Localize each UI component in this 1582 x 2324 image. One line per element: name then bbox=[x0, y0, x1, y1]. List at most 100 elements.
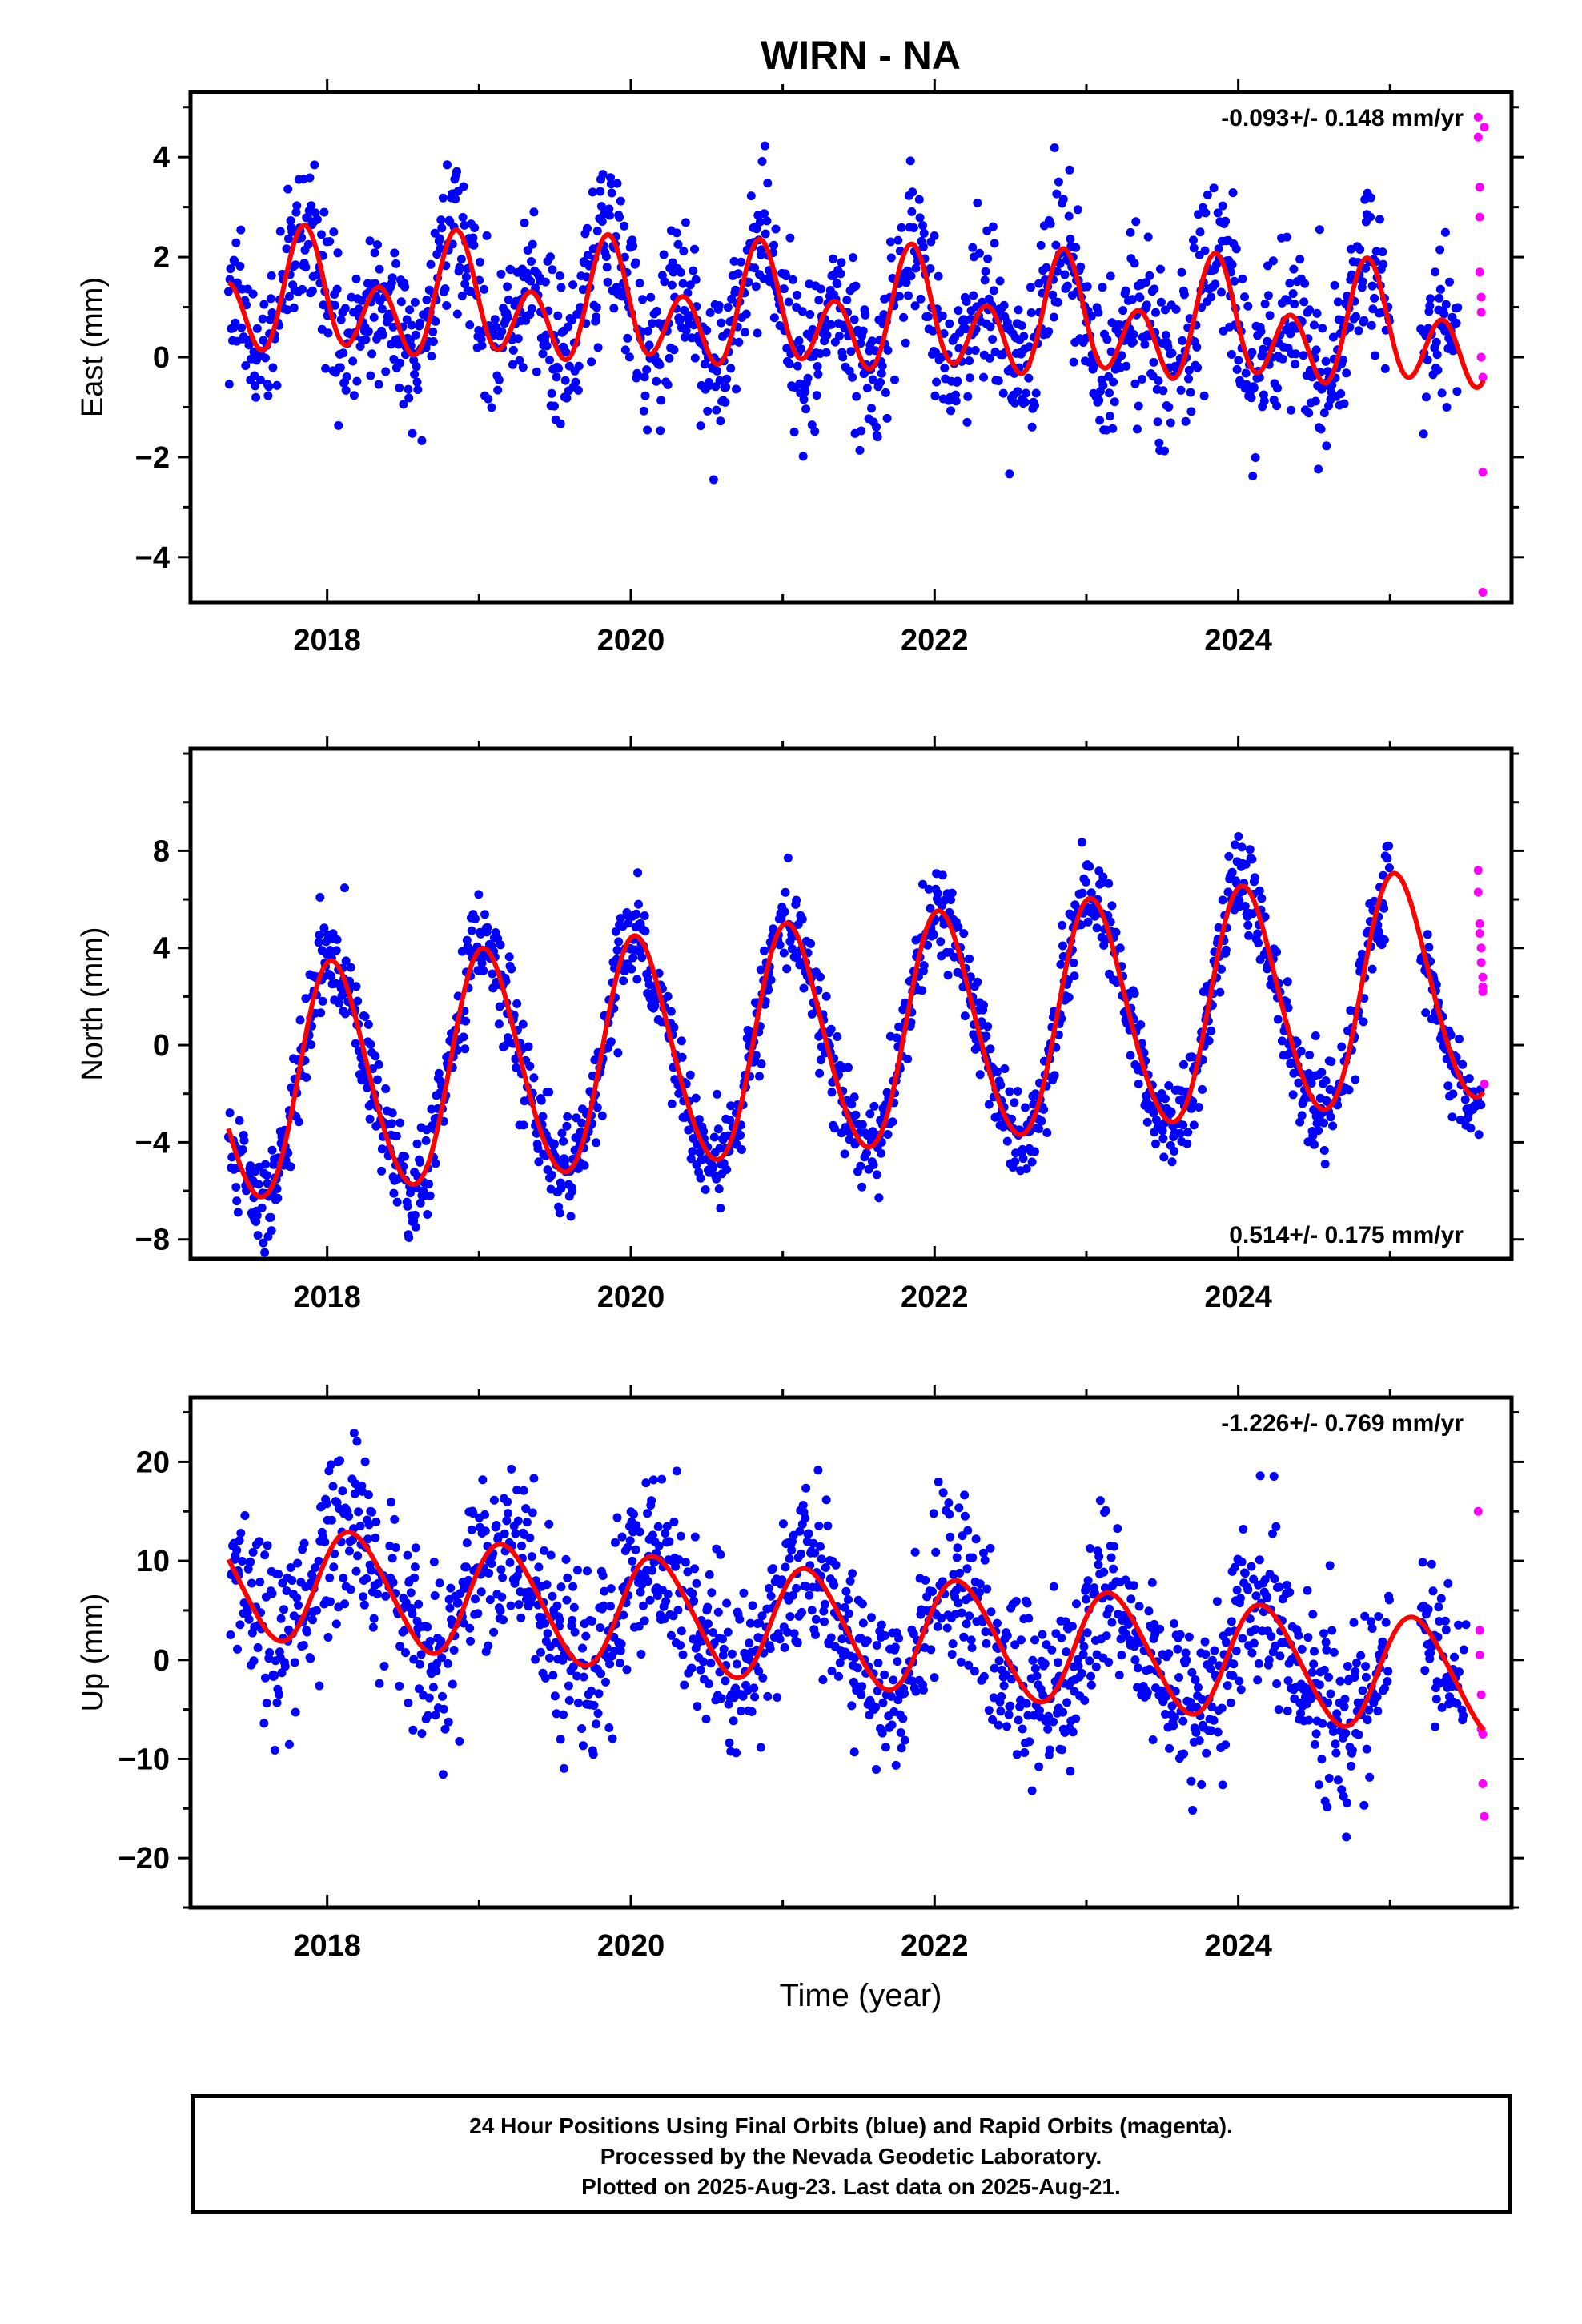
east-final-point bbox=[990, 239, 999, 248]
up-final-point bbox=[625, 1536, 635, 1546]
up-final-point bbox=[1001, 1670, 1010, 1679]
east-final-point bbox=[1154, 376, 1163, 385]
up-y-tick-label: 10 bbox=[136, 1545, 170, 1578]
east-final-point bbox=[451, 195, 460, 204]
up-final-point bbox=[359, 1592, 367, 1602]
up-final-point bbox=[778, 1519, 788, 1529]
east-final-point bbox=[1218, 201, 1227, 211]
east-final-point bbox=[867, 404, 876, 413]
up-final-point bbox=[1347, 1761, 1356, 1771]
up-final-point bbox=[375, 1679, 384, 1688]
up-final-point bbox=[1347, 1746, 1357, 1755]
up-final-point bbox=[387, 1498, 396, 1507]
up-final-point bbox=[326, 1460, 335, 1470]
east-final-point bbox=[527, 304, 536, 313]
east-final-point bbox=[868, 375, 877, 384]
north-final-point bbox=[755, 1072, 764, 1081]
east-final-point bbox=[547, 388, 556, 398]
east-final-point bbox=[412, 362, 421, 372]
east-final-point bbox=[1128, 295, 1137, 304]
up-final-point bbox=[636, 1587, 645, 1597]
east-final-point bbox=[846, 347, 856, 356]
east-final-point bbox=[1242, 380, 1251, 389]
east-final-point bbox=[598, 170, 608, 179]
north-final-point bbox=[1138, 1039, 1146, 1048]
east-final-point bbox=[1195, 227, 1205, 237]
up-final-point bbox=[881, 1743, 890, 1752]
up-final-point bbox=[476, 1587, 486, 1597]
up-final-point bbox=[1420, 1666, 1430, 1675]
east-final-point bbox=[1052, 189, 1062, 199]
up-final-point bbox=[484, 1569, 494, 1578]
north-final-point bbox=[725, 1116, 735, 1125]
up-final-point bbox=[968, 1553, 978, 1562]
east-final-point bbox=[1086, 312, 1096, 321]
north-final-point bbox=[1189, 1120, 1199, 1130]
up-final-point bbox=[1181, 1648, 1191, 1658]
up-final-point bbox=[1105, 1604, 1114, 1614]
up-final-point bbox=[1187, 1667, 1197, 1677]
up-final-point bbox=[1235, 1594, 1245, 1603]
east-final-point bbox=[1304, 408, 1314, 418]
up-final-point bbox=[1016, 1635, 1026, 1645]
north-final-point bbox=[1446, 1031, 1456, 1040]
east-final-point bbox=[404, 384, 413, 394]
east-final-point bbox=[988, 222, 998, 231]
east-final-point bbox=[508, 345, 518, 355]
east-final-point bbox=[1452, 387, 1462, 396]
up-final-point bbox=[1363, 1715, 1372, 1725]
north-final-point bbox=[669, 1023, 679, 1032]
up-final-point bbox=[632, 1521, 641, 1530]
east-final-point bbox=[224, 380, 234, 389]
up-final-point bbox=[747, 1707, 757, 1716]
east-y-tick-label: 4 bbox=[153, 141, 170, 175]
east-final-point bbox=[762, 216, 772, 226]
north-final-point bbox=[632, 909, 641, 919]
north-final-point bbox=[716, 1204, 725, 1213]
east-final-point bbox=[1156, 297, 1166, 307]
up-final-point bbox=[974, 1588, 984, 1597]
up-final-point bbox=[1218, 1780, 1227, 1790]
up-final-point bbox=[792, 1583, 801, 1593]
east-final-point bbox=[763, 179, 773, 188]
east-final-point bbox=[592, 227, 602, 235]
east-final-point bbox=[1318, 324, 1327, 333]
up-final-point bbox=[261, 1673, 270, 1683]
up-final-point bbox=[1379, 1683, 1389, 1693]
north-final-point bbox=[405, 1188, 415, 1198]
north-final-point bbox=[353, 996, 363, 1006]
east-final-point bbox=[369, 312, 379, 322]
north-final-point bbox=[775, 940, 785, 950]
up-final-point bbox=[954, 1598, 963, 1608]
north-model-curve bbox=[226, 870, 1486, 1200]
up-final-point bbox=[513, 1516, 523, 1526]
up-final-point bbox=[1303, 1633, 1313, 1642]
east-final-point bbox=[908, 187, 917, 197]
north-final-point bbox=[847, 1100, 857, 1109]
north-final-point bbox=[960, 1011, 970, 1021]
up-final-point bbox=[1331, 1739, 1340, 1749]
up-final-point bbox=[732, 1659, 741, 1669]
north-final-point bbox=[387, 1119, 396, 1128]
up-final-point bbox=[1147, 1578, 1157, 1587]
north-final-point bbox=[632, 975, 642, 984]
up-final-point bbox=[745, 1618, 755, 1628]
east-final-point bbox=[788, 275, 797, 284]
east-final-point bbox=[702, 326, 712, 335]
north-final-point bbox=[760, 946, 769, 955]
east-final-point bbox=[455, 263, 464, 272]
east-final-point bbox=[494, 376, 504, 384]
up-final-point bbox=[676, 1531, 685, 1541]
up-final-point bbox=[754, 1667, 764, 1676]
east-final-point bbox=[821, 348, 831, 357]
east-final-point bbox=[1021, 388, 1030, 398]
up-final-point bbox=[484, 1641, 493, 1651]
up-final-point bbox=[556, 1582, 566, 1592]
east-final-point bbox=[691, 275, 701, 284]
up-final-point bbox=[262, 1699, 271, 1708]
east-final-point bbox=[946, 406, 955, 416]
east-final-point bbox=[437, 223, 447, 233]
north-final-point bbox=[1022, 1164, 1031, 1173]
up-final-point bbox=[564, 1695, 574, 1705]
up-final-point bbox=[797, 1549, 806, 1558]
